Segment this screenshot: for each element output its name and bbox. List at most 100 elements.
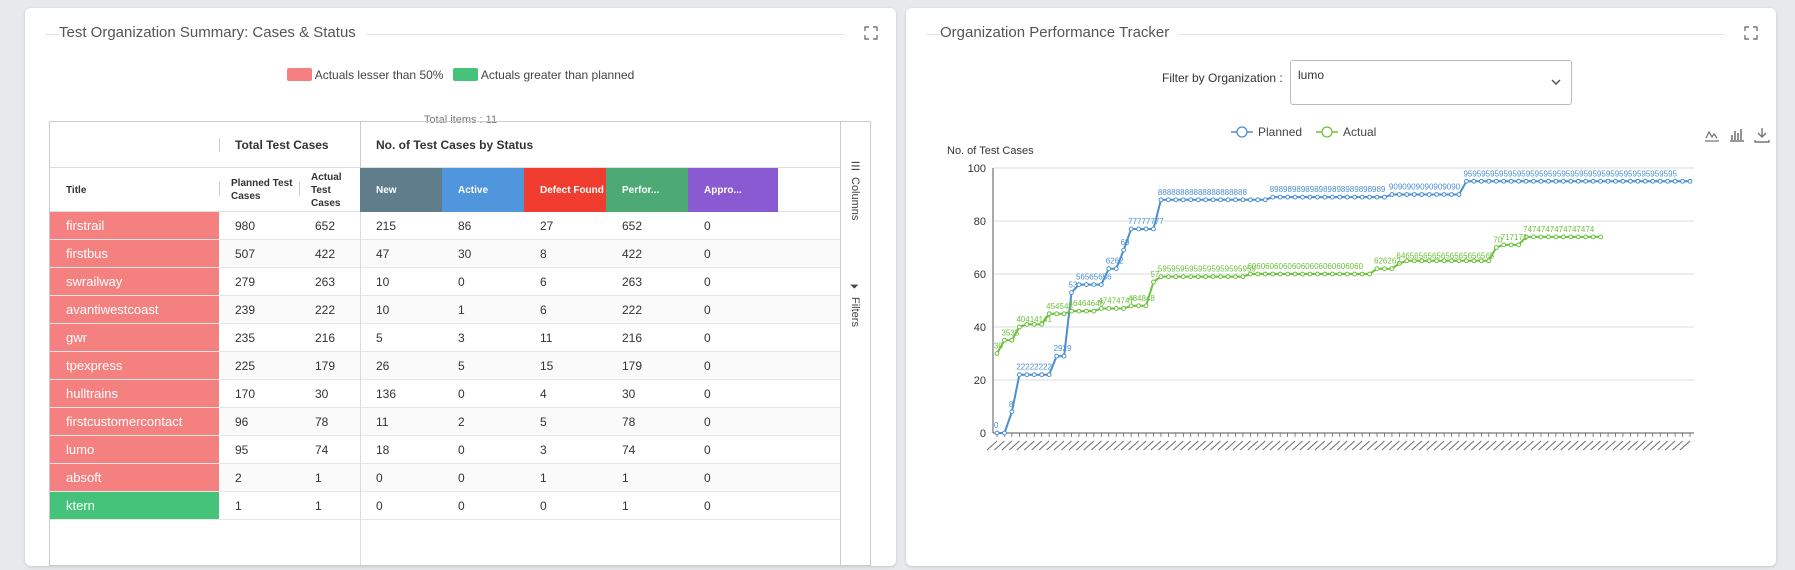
data-point[interactable] [1598,234,1603,240]
data-point[interactable] [1575,178,1581,184]
data-point[interactable] [1478,178,1484,184]
data-point[interactable] [1516,242,1522,248]
table-row[interactable]: lumo 95 74 18 0 3 74 0 [50,436,840,464]
data-point[interactable] [1382,194,1387,200]
data-point[interactable] [1367,271,1372,277]
data-point[interactable] [1024,372,1030,378]
data-point[interactable] [1240,274,1246,280]
chart-legend-actual[interactable]: Actual [1316,125,1376,139]
data-point[interactable] [1009,409,1015,415]
table-row[interactable]: tpexpress 225 179 26 5 15 179 0 [50,352,840,380]
data-point[interactable] [1315,271,1320,277]
data-point[interactable] [1016,372,1022,378]
data-point[interactable] [1568,178,1574,184]
data-point[interactable] [1456,258,1462,264]
data-point[interactable] [1218,197,1223,203]
data-point[interactable] [1210,274,1216,280]
expand-icon[interactable] [864,26,878,40]
data-point[interactable] [1568,234,1574,240]
column-header-appro[interactable]: Appro... [688,168,778,212]
column-header-defect-found[interactable]: Defect Found [524,168,606,212]
data-point[interactable] [1344,271,1350,277]
data-point[interactable] [1404,258,1410,264]
data-point[interactable] [1426,258,1432,264]
data-point[interactable] [1546,234,1551,240]
data-point[interactable] [1233,274,1238,280]
data-point[interactable] [1449,258,1454,264]
table-row[interactable]: gwr 235 216 5 3 11 216 0 [50,324,840,352]
column-header-planned-test-cases[interactable]: Planned Test Cases [231,178,293,202]
data-point[interactable] [1009,337,1015,343]
organization-select[interactable]: lumo [1290,60,1572,105]
data-point[interactable] [1396,192,1402,197]
data-point[interactable] [1352,271,1358,277]
data-point[interactable] [994,351,1000,356]
data-point[interactable] [1464,178,1469,184]
data-point[interactable] [1158,274,1164,280]
data-point[interactable] [1240,197,1246,203]
data-point[interactable] [1531,178,1536,184]
data-point[interactable] [1419,192,1425,197]
data-point[interactable] [1501,242,1507,248]
data-point[interactable] [1121,247,1127,253]
data-point[interactable] [1538,178,1544,184]
data-point[interactable] [1657,178,1663,184]
data-point[interactable] [1508,242,1514,248]
data-point[interactable] [1233,197,1238,203]
data-point[interactable] [1255,197,1261,203]
data-point[interactable] [1583,234,1589,240]
data-point[interactable] [1389,266,1395,272]
data-point[interactable] [1106,266,1112,272]
data-point[interactable] [1665,178,1671,184]
data-point[interactable] [1069,308,1074,314]
data-point[interactable] [1300,194,1305,200]
data-point[interactable] [1285,194,1291,200]
data-point[interactable] [1486,178,1492,184]
data-point[interactable] [1121,306,1127,311]
bar-chart-icon[interactable] [1729,127,1745,143]
data-point[interactable] [1002,337,1007,343]
data-point[interactable] [1329,194,1335,200]
data-point[interactable] [1523,234,1529,240]
filters-tab[interactable]: ⏷Filters [849,282,861,327]
data-point[interactable] [1538,234,1544,240]
data-point[interactable] [1590,178,1596,184]
columns-tab[interactable]: ☰Columns [849,160,861,221]
data-point[interactable] [1262,271,1268,277]
data-point[interactable] [1225,197,1231,203]
data-point[interactable] [1247,271,1253,277]
data-point[interactable] [1277,271,1283,277]
data-point[interactable] [1076,282,1082,288]
data-point[interactable] [1411,192,1417,197]
data-point[interactable] [1598,178,1603,184]
data-point[interactable] [1627,178,1633,184]
data-point[interactable] [1046,311,1052,317]
data-point[interactable] [1367,194,1372,200]
data-point[interactable] [1039,372,1045,378]
data-point[interactable] [1374,266,1380,272]
table-row[interactable]: ktern 1 1 0 0 0 1 0 [50,492,840,520]
data-point[interactable] [1583,178,1589,184]
data-point[interactable] [1128,303,1134,309]
data-point[interactable] [1687,178,1693,184]
data-point[interactable] [1329,271,1335,277]
data-point[interactable] [1195,197,1201,203]
data-point[interactable] [1434,258,1440,264]
data-point[interactable] [1270,194,1276,200]
data-point[interactable] [1620,178,1626,184]
data-point[interactable] [994,430,1000,436]
data-point[interactable] [1024,321,1030,327]
data-point[interactable] [1091,308,1097,314]
data-point[interactable] [1277,194,1283,200]
table-row[interactable]: hulltrains 170 30 136 0 4 30 0 [50,380,840,408]
data-point[interactable] [1173,274,1179,280]
data-point[interactable] [1449,192,1454,197]
data-point[interactable] [1210,197,1216,203]
data-point[interactable] [1352,194,1358,200]
data-point[interactable] [1054,353,1060,359]
data-point[interactable] [1188,274,1194,280]
data-point[interactable] [1113,306,1119,311]
data-point[interactable] [1605,178,1611,184]
data-point[interactable] [1382,266,1387,272]
data-point[interactable] [1337,271,1343,277]
